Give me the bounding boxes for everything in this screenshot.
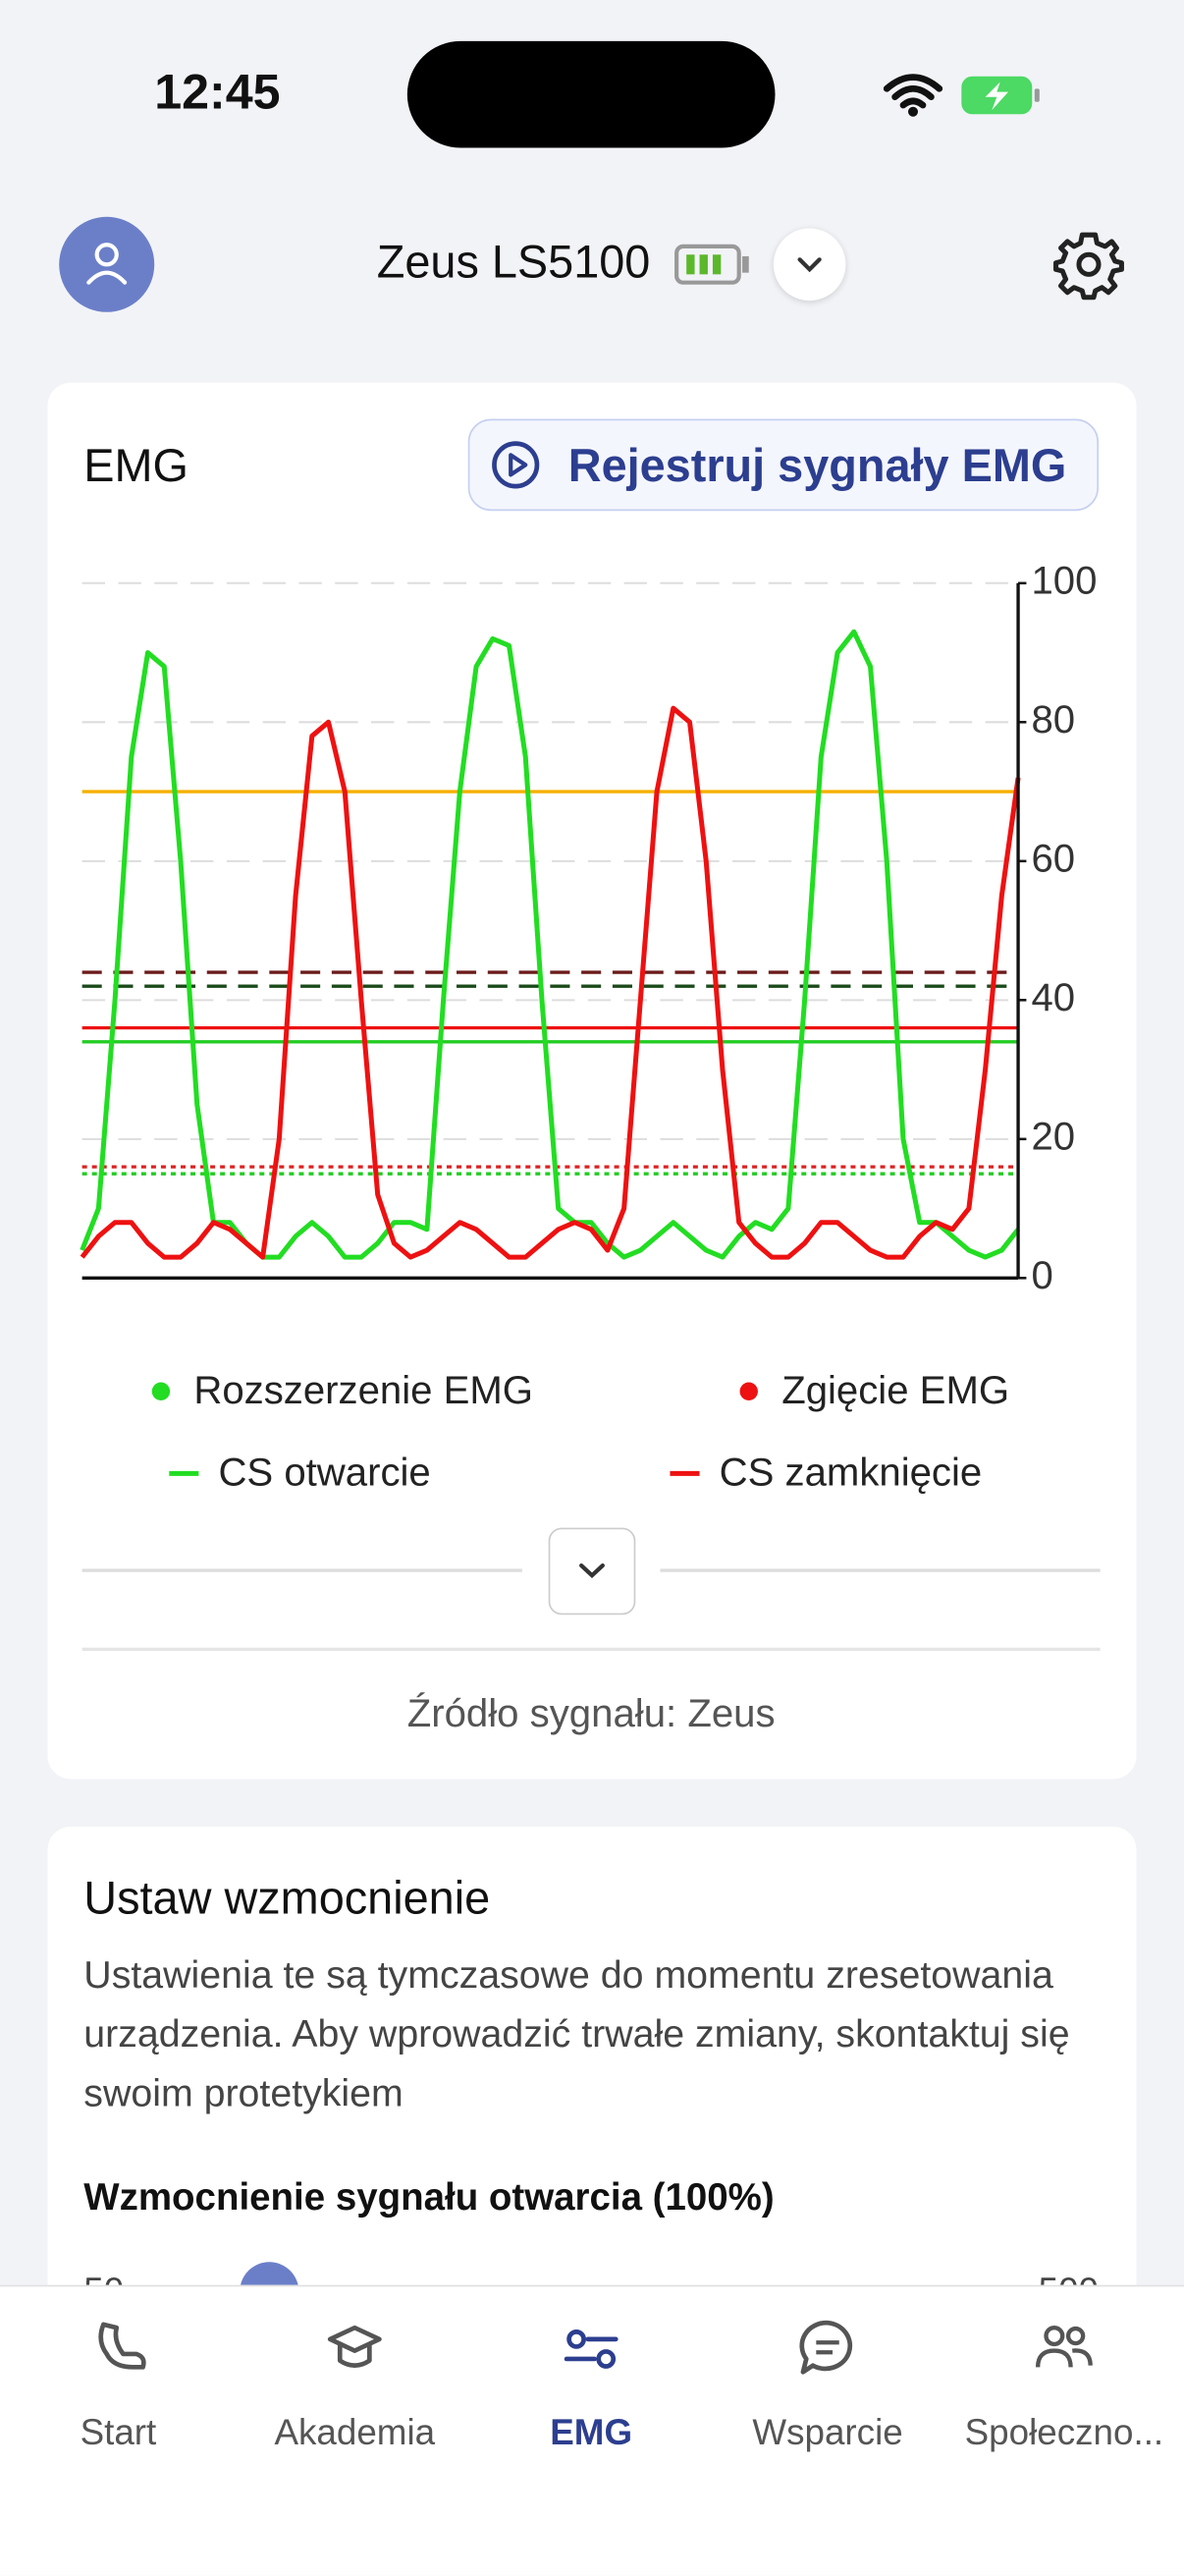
nav-label[interactable]: Start bbox=[80, 2411, 157, 2453]
signal-source: Źródło sygnału: Zeus bbox=[406, 1691, 776, 1737]
nav-icon[interactable] bbox=[560, 2318, 622, 2381]
settings-button[interactable] bbox=[1052, 229, 1125, 301]
nav-icon-graphic bbox=[564, 2329, 619, 2369]
nav-label[interactable]: EMG bbox=[550, 2411, 633, 2453]
record-button-label: Rejestruj sygnały EMG bbox=[567, 440, 1067, 492]
nav-icon-graphic bbox=[327, 2325, 382, 2368]
nav-icon-graphic bbox=[98, 2322, 146, 2370]
slider-label: Wzmocnienie sygnału otwarcia (100%) bbox=[83, 2174, 775, 2219]
dynamic-island bbox=[406, 40, 776, 148]
nav-label[interactable]: Społeczno... bbox=[964, 2411, 1164, 2453]
nav-icon[interactable] bbox=[1033, 2318, 1096, 2381]
gain-description: Ustawienia te są tymczasowe do momentu z… bbox=[83, 1952, 1070, 2114]
nav-icon-graphic bbox=[1035, 2326, 1093, 2368]
nav-icon[interactable] bbox=[324, 2318, 387, 2381]
device-dropdown[interactable] bbox=[773, 228, 846, 301]
status-icons bbox=[883, 74, 1040, 117]
card-title: EMG bbox=[83, 440, 188, 492]
divider bbox=[660, 1568, 1101, 1572]
status-time: 12:45 bbox=[154, 65, 281, 121]
bottom-nav bbox=[0, 2284, 1184, 2576]
nav-label[interactable]: Akademia bbox=[274, 2411, 436, 2453]
device-name: Zeus LS5100 bbox=[376, 236, 651, 288]
device-battery bbox=[674, 244, 749, 285]
nav-label[interactable]: Wsparcie bbox=[752, 2411, 903, 2453]
divider bbox=[81, 1568, 522, 1572]
avatar-button[interactable] bbox=[59, 216, 155, 312]
record-button[interactable]: Rejestruj sygnały EMG bbox=[467, 418, 1100, 512]
nav-icon[interactable] bbox=[87, 2318, 150, 2381]
expand-button[interactable] bbox=[548, 1527, 636, 1616]
divider bbox=[81, 1647, 1101, 1651]
gain-title: Ustaw wzmocnienie bbox=[83, 1872, 491, 1924]
nav-icon-graphic bbox=[799, 2320, 853, 2375]
nav-icon[interactable] bbox=[796, 2318, 859, 2381]
